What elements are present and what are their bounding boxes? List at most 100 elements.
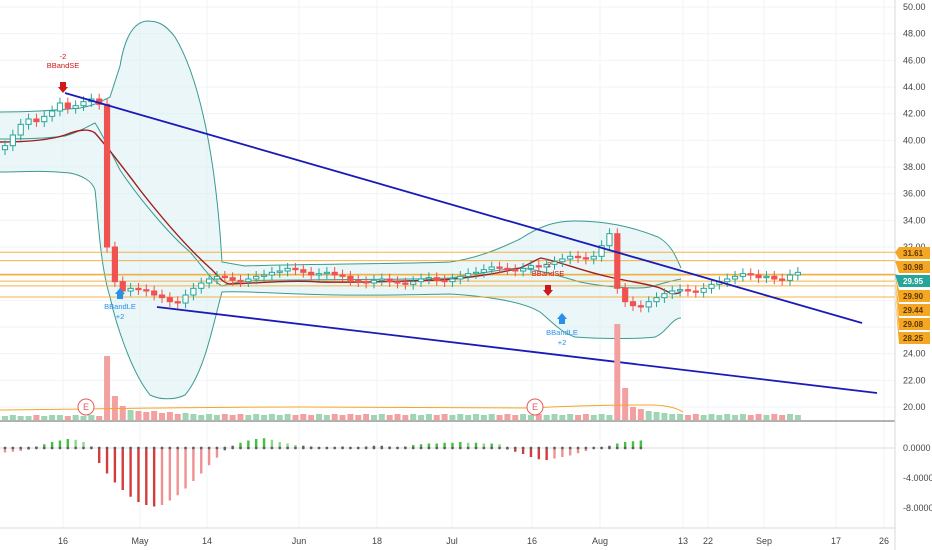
candle-body[interactable] <box>182 294 189 304</box>
candle-body[interactable] <box>1 145 9 151</box>
trendline-lower[interactable] <box>156 306 878 394</box>
candle-body[interactable] <box>543 263 550 268</box>
candle-body[interactable] <box>25 118 32 125</box>
candle-body[interactable] <box>260 274 268 277</box>
candle-body[interactable] <box>80 101 87 107</box>
candle-body[interactable] <box>119 281 126 292</box>
candle-body[interactable] <box>755 274 762 279</box>
candle-body[interactable] <box>410 281 417 285</box>
candle-body[interactable] <box>315 273 323 276</box>
candle-body[interactable] <box>135 287 142 291</box>
candle-body[interactable] <box>629 301 637 307</box>
candle-body[interactable] <box>245 278 252 283</box>
candle-body[interactable] <box>206 278 213 284</box>
candle-body[interactable] <box>684 289 692 292</box>
candle-body[interactable] <box>480 269 487 273</box>
candle-body[interactable] <box>111 246 119 283</box>
candle-body[interactable] <box>221 275 228 279</box>
candle-body[interactable] <box>472 271 480 275</box>
candle-body[interactable] <box>64 102 71 109</box>
candle-body[interactable] <box>520 267 527 272</box>
candle-body[interactable] <box>622 287 629 303</box>
candle-body[interactable] <box>433 277 440 281</box>
candle-body[interactable] <box>213 275 221 280</box>
candle-body[interactable] <box>708 283 715 289</box>
candle-body[interactable] <box>347 275 354 281</box>
candle-body[interactable] <box>158 294 166 299</box>
candle-body[interactable] <box>237 279 244 283</box>
candle-body[interactable] <box>731 275 739 280</box>
candle-body[interactable] <box>582 257 589 260</box>
candle-body[interactable] <box>512 269 519 272</box>
time-scale[interactable]: 16 May 14 Jun 18 Jul 16 Aug 13 22 Sep 17 26 <box>58 536 889 546</box>
candle-body[interactable] <box>645 301 652 308</box>
candle-body[interactable] <box>174 301 181 304</box>
candle-body[interactable] <box>551 261 558 265</box>
candle-body[interactable] <box>41 115 48 123</box>
candle-body[interactable] <box>72 105 79 109</box>
candle-body[interactable] <box>308 271 315 276</box>
candle-body[interactable] <box>323 271 330 275</box>
candle-body[interactable] <box>598 245 605 257</box>
candle-body[interactable] <box>151 290 158 296</box>
candle-body[interactable] <box>276 270 283 273</box>
candle-body[interactable] <box>747 273 754 276</box>
candle-body[interactable] <box>198 282 205 289</box>
candle-body[interactable] <box>779 278 786 281</box>
candle-body[interactable] <box>590 255 597 260</box>
candle-body[interactable] <box>331 271 338 276</box>
candle-body[interactable] <box>363 281 370 284</box>
candle-body[interactable] <box>300 269 307 273</box>
candle-body[interactable] <box>786 274 794 281</box>
candle-body[interactable] <box>166 297 173 303</box>
candle-body[interactable] <box>637 305 644 308</box>
candle-body[interactable] <box>394 281 401 284</box>
candle-body[interactable] <box>771 275 778 280</box>
candle-body[interactable] <box>653 297 660 303</box>
candle-body[interactable] <box>33 118 40 123</box>
candle-body[interactable] <box>574 255 582 259</box>
candle-body[interactable] <box>669 290 676 295</box>
candle-body[interactable] <box>441 279 448 283</box>
candle-body[interactable] <box>127 287 134 292</box>
candle-body[interactable] <box>386 278 393 283</box>
candle-body[interactable] <box>378 278 385 281</box>
candle-body[interactable] <box>143 289 150 292</box>
candle-body[interactable] <box>449 278 456 283</box>
candle-body[interactable] <box>724 278 731 283</box>
candle-body[interactable] <box>677 289 684 292</box>
candle-body[interactable] <box>567 255 574 260</box>
candle-body[interactable] <box>488 266 495 271</box>
candle-body[interactable] <box>268 271 275 276</box>
trendlines[interactable] <box>64 92 878 394</box>
candle-body[interactable] <box>739 273 746 277</box>
candle-body[interactable] <box>284 267 291 272</box>
oscillator-scale[interactable]: 0.0000 -4.0000 -8.0000 <box>903 443 932 513</box>
candle-body[interactable] <box>700 287 707 293</box>
candlesticks[interactable] <box>1 93 801 313</box>
candle-body[interactable] <box>49 110 56 117</box>
candle-body[interactable] <box>614 233 621 289</box>
candle-body[interactable] <box>103 103 111 248</box>
candle-body[interactable] <box>56 102 64 112</box>
candle-body[interactable] <box>417 278 425 283</box>
candle-body[interactable] <box>504 267 511 271</box>
earnings-marker[interactable] <box>526 398 544 416</box>
candle-body[interactable] <box>535 265 542 268</box>
candle-body[interactable] <box>763 275 770 279</box>
candle-body[interactable] <box>17 123 24 136</box>
candle-body[interactable] <box>229 277 236 281</box>
candle-body[interactable] <box>355 279 362 283</box>
candle-body[interactable] <box>9 134 16 147</box>
candle-body[interactable] <box>402 282 409 285</box>
candle-body[interactable] <box>190 287 197 296</box>
candle-body[interactable] <box>606 233 613 247</box>
candle-body[interactable] <box>457 275 464 280</box>
candle-body[interactable] <box>692 290 699 293</box>
candle-body[interactable] <box>465 273 472 277</box>
candle-body[interactable] <box>661 293 668 299</box>
candle-body[interactable] <box>370 279 378 284</box>
candle-body[interactable] <box>253 275 260 280</box>
